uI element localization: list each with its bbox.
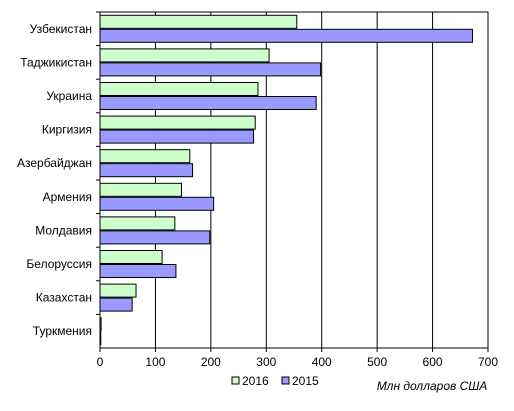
bar-2015-4 — [99, 129, 255, 144]
bar-2016-6 — [99, 182, 182, 197]
x-tick-label: 300 — [256, 355, 276, 369]
y-tick-label: Киргизия — [42, 123, 92, 137]
legend-label-2015: 2015 — [292, 374, 319, 388]
bar-2016-3 — [99, 82, 259, 96]
legend-swatch-2016 — [231, 376, 240, 385]
bar-2016-5 — [99, 149, 191, 164]
bar-2015-7 — [99, 230, 211, 245]
legend-label-2016: 2016 — [242, 374, 269, 388]
bar-2015-1 — [99, 28, 473, 43]
y-tick-label: Казахстан — [36, 291, 92, 305]
x-axis-unit-label: Млн долларов США — [377, 379, 488, 393]
y-tick-label: Молдавия — [35, 223, 92, 237]
x-tick-label: 600 — [423, 355, 443, 369]
bar-2016-4 — [99, 115, 256, 130]
legend-swatch-2015 — [281, 376, 290, 385]
bar-2015-2 — [99, 62, 322, 77]
labels: Узбекистан Таджикистан Украина Киргизия Азер… — [17, 22, 498, 369]
bar-2015-9 — [99, 297, 133, 312]
x-tick-label: 500 — [367, 355, 387, 369]
x-tick-label: 200 — [201, 355, 221, 369]
x-tick-label: 400 — [312, 355, 332, 369]
bar-2015-5 — [99, 163, 194, 178]
x-tick-label: 100 — [145, 355, 165, 369]
y-tick-label: Белоруссия — [26, 257, 92, 271]
x-tick-label: 700 — [478, 355, 498, 369]
bar-2016-8 — [99, 250, 163, 264]
y-tick-label: Украина — [46, 89, 92, 103]
y-tick-label: Таджикистан — [20, 55, 92, 69]
bar-2015-6 — [99, 196, 215, 211]
bar-2015-8 — [99, 264, 177, 278]
bar-2015-3 — [99, 96, 317, 110]
y-tick-label: Туркмения — [33, 324, 92, 338]
y-tick-label: Армения — [43, 190, 92, 204]
bars — [99, 14, 473, 346]
bar-2016-1 — [99, 14, 298, 29]
legend: 2016 2015 — [231, 374, 319, 388]
y-tick-label: Азербайджан — [17, 156, 92, 170]
y-tick-label: Узбекистан — [30, 22, 92, 36]
bar-2016-9 — [99, 283, 137, 298]
bar-2016-7 — [99, 216, 176, 231]
x-tick-label: 0 — [97, 355, 104, 369]
bar-2016-2 — [99, 48, 270, 63]
axes — [96, 11, 489, 352]
